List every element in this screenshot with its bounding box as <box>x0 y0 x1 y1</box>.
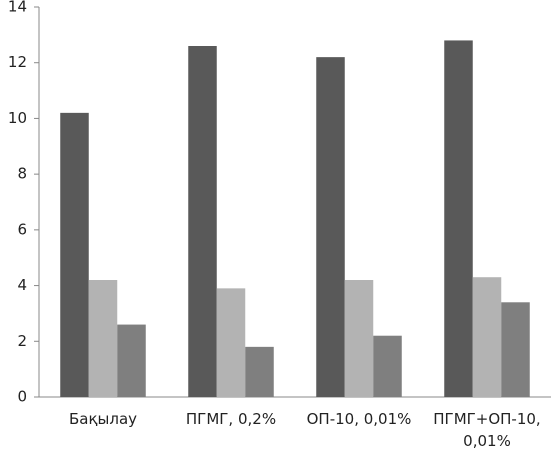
bar <box>373 335 402 397</box>
y-tick-label: 12 <box>8 53 27 71</box>
y-tick-label: 6 <box>17 220 27 238</box>
x-tick-label: Бақылау <box>68 410 138 428</box>
y-tick-label: 10 <box>8 109 27 127</box>
bar <box>60 112 89 397</box>
y-tick-label: 2 <box>17 332 27 350</box>
y-tick-label: 0 <box>17 388 27 406</box>
y-tick-label: 14 <box>8 0 27 16</box>
bar <box>344 280 374 397</box>
bar <box>501 302 530 397</box>
bar <box>316 57 345 398</box>
bar <box>88 280 118 397</box>
bar <box>472 277 502 397</box>
bar <box>216 288 246 397</box>
x-tick-label: ПГМГ, 0,2% <box>185 410 277 428</box>
bar <box>188 46 217 397</box>
x-tick-label: ПГМГ+ОП-10, 0,01% <box>433 410 541 450</box>
x-tick-label: ОП-10, 0,01% <box>306 410 412 428</box>
bar <box>245 346 274 397</box>
bar <box>117 324 146 397</box>
bar <box>444 40 473 398</box>
y-tick-label: 4 <box>17 276 27 294</box>
y-tick-label: 8 <box>17 165 27 183</box>
